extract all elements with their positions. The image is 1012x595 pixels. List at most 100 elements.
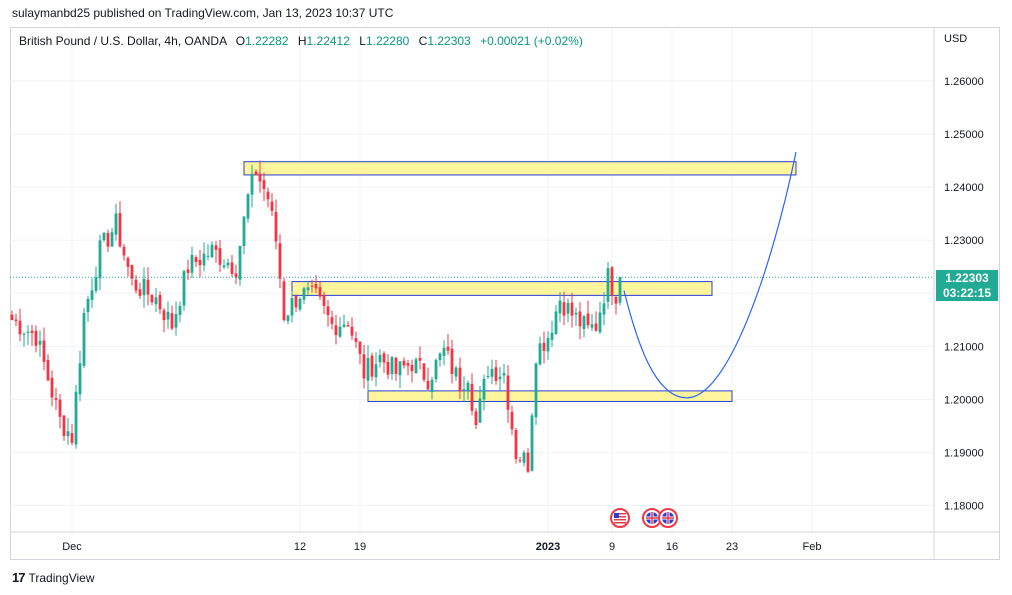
candle-body (450, 348, 454, 374)
x-tick-label: 12 (294, 541, 306, 553)
candle-body (526, 452, 530, 472)
candle-body (602, 303, 606, 315)
candle-body (486, 375, 490, 377)
candle-body (194, 257, 198, 263)
candle-body (158, 294, 162, 310)
candle-body (610, 267, 614, 296)
candle-body (522, 452, 526, 463)
candle-body (246, 194, 250, 219)
candle-body (258, 173, 262, 182)
x-tick-label: 2023 (536, 541, 560, 553)
candle-body (290, 298, 294, 316)
candle-body (406, 363, 410, 366)
candle-body (26, 331, 30, 334)
candle-body (506, 375, 510, 410)
y-tick-label: 1.20000 (944, 394, 984, 406)
candle-body (78, 363, 82, 395)
candle-body (594, 323, 598, 331)
high-label: H (297, 34, 307, 48)
candle-body (370, 355, 374, 377)
candle-body (614, 297, 618, 304)
candle-body (390, 357, 394, 374)
candle-body (266, 191, 270, 200)
candle-body (186, 269, 190, 273)
candle-body (46, 360, 50, 381)
candle-body (222, 265, 226, 268)
symbol-name[interactable]: British Pound / U.S. Dollar, 4h, OANDA (19, 34, 227, 48)
candle-body (66, 431, 70, 437)
candle-body (322, 295, 326, 306)
candle-body (90, 290, 94, 300)
candle-body (74, 391, 78, 445)
candle-body (550, 332, 554, 340)
candle-body (38, 340, 42, 345)
candle-body (494, 367, 498, 381)
candle-body (82, 313, 86, 366)
candle-body (482, 378, 486, 400)
candle-body (138, 289, 142, 296)
candle-body (498, 376, 502, 380)
candle-body (410, 364, 414, 372)
candle-body (114, 213, 118, 235)
candle-body (438, 353, 442, 361)
candle-body (294, 295, 298, 308)
change-value: +0.00021 (+0.02%) (480, 34, 583, 48)
last-price-value: 1.22303 (945, 271, 989, 285)
candle-body (518, 460, 522, 462)
candle-body (478, 398, 482, 423)
candle-body (470, 383, 474, 411)
candle-body (234, 273, 238, 278)
candle-body (334, 325, 338, 336)
x-tick-label: 19 (354, 541, 366, 553)
candle-body (558, 300, 562, 314)
candle-body (566, 303, 570, 314)
candle-body (590, 324, 594, 328)
candle-body (282, 281, 286, 321)
candle-body (530, 415, 534, 471)
candle-body (30, 330, 34, 333)
candle-body (394, 357, 398, 374)
candle-body (554, 311, 558, 334)
candle-body (366, 357, 370, 381)
candle-body (562, 302, 566, 316)
candle-body (154, 297, 158, 305)
x-tick-label: 9 (609, 541, 615, 553)
candle-body (14, 319, 18, 321)
candle-body (514, 429, 518, 459)
candle-body (274, 211, 278, 242)
candle-body (206, 255, 210, 257)
candle-body (490, 369, 494, 377)
candle-body (250, 173, 254, 195)
candle-body (218, 248, 222, 265)
tradingview-logo-icon: 17 (12, 570, 26, 585)
candle-body (386, 361, 390, 375)
footer-brand[interactable]: 17 TradingView (12, 570, 95, 585)
candle-body (338, 326, 342, 337)
candle-body (574, 312, 578, 315)
currency-label: USD (944, 33, 968, 45)
flag-stripe (614, 513, 626, 515)
candle-body (122, 246, 126, 256)
candle-body (618, 277, 622, 303)
upper-resistance-zone (243, 161, 797, 176)
candle-body (202, 253, 206, 266)
candle-body (606, 268, 610, 302)
symbol-legend: British Pound / U.S. Dollar, 4h, OANDA O… (19, 34, 583, 48)
candle-body (578, 311, 582, 327)
candle-body (22, 333, 26, 335)
bar-countdown: 03:22:15 (942, 286, 992, 300)
candle-body (70, 433, 74, 443)
candle-body (586, 313, 590, 326)
candle-body (146, 279, 150, 295)
candle-body (302, 288, 306, 300)
candle-body (270, 201, 274, 211)
candle-body (126, 257, 130, 267)
x-tick-label: 23 (726, 541, 738, 553)
x-tick-label: 16 (666, 541, 678, 553)
last-price-tag: 1.22303 03:22:15 (936, 270, 998, 301)
candle-body (510, 411, 514, 430)
candle-body (426, 380, 430, 390)
candle-body (50, 377, 54, 398)
candle-body (374, 364, 378, 378)
